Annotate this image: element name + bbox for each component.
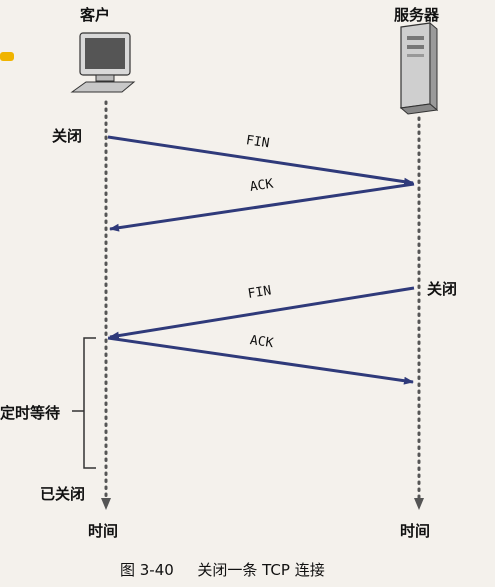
client-label: 客户 bbox=[80, 6, 111, 24]
server-timeline-arrowhead bbox=[414, 498, 424, 510]
figure-number: 图 3-40 bbox=[120, 561, 174, 579]
accent-marker bbox=[0, 52, 14, 61]
figure-caption: 图 3-40 关闭一条 TCP 连接 bbox=[120, 559, 325, 580]
fin-arrow-client-to-server bbox=[107, 135, 414, 186]
client-time-label: 时间 bbox=[88, 522, 119, 540]
server-time-label: 时间 bbox=[400, 522, 431, 540]
server-tower-icon bbox=[399, 21, 439, 115]
client-close-label: 关闭 bbox=[52, 127, 83, 145]
server-label: 服务器 bbox=[394, 6, 440, 24]
server-close-label: 关闭 bbox=[427, 280, 458, 298]
ack-label-2: ACK bbox=[248, 333, 275, 352]
client-computer-icon bbox=[70, 32, 136, 93]
ack-arrow-client-to-server bbox=[107, 336, 414, 385]
client-timeline-arrowhead bbox=[101, 498, 111, 510]
closed-label: 已关闭 bbox=[40, 485, 86, 503]
timed-wait-bracket bbox=[83, 337, 96, 469]
figure-title: 关闭一条 TCP 连接 bbox=[197, 561, 325, 579]
timed-wait-label: 定时等待 bbox=[0, 404, 61, 422]
fin-arrow-server-to-client bbox=[109, 286, 415, 340]
ack-arrow-server-to-client bbox=[109, 182, 415, 232]
